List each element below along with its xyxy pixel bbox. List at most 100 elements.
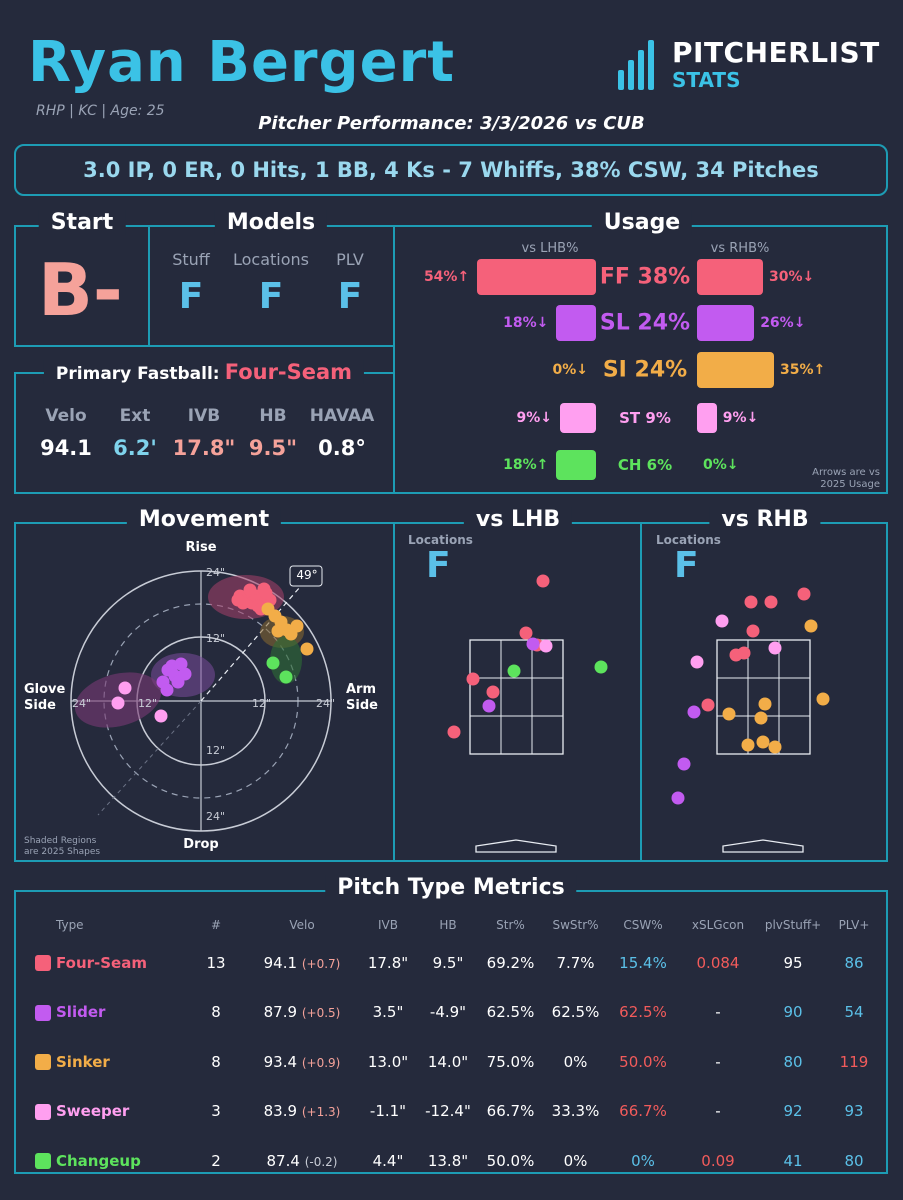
- movement-chart: [70, 565, 332, 832]
- ring-label-bottom-12: 12": [206, 744, 226, 757]
- swatch-cell: [30, 1037, 56, 1087]
- velo-delta: (+0.7): [301, 956, 341, 971]
- rhb-point: [677, 757, 691, 771]
- cell-type: Slider: [56, 1003, 106, 1022]
- cell-swstr: 0%: [563, 1052, 588, 1071]
- cell-count: 3: [211, 1102, 221, 1121]
- model-stuff-label: Stuff: [172, 250, 210, 269]
- lhb-point: [536, 574, 550, 588]
- header-plv: PLV+: [838, 918, 870, 932]
- cell-plvstuff: 80: [783, 1052, 803, 1071]
- cell-hb: 9.5": [432, 953, 464, 972]
- usage-rhb-label: vs RHB%: [710, 241, 770, 256]
- lhb-title: vs LHB: [463, 507, 573, 532]
- header-str: Str%: [496, 918, 525, 932]
- usage-rhb-pct-st: 9%↓: [722, 410, 759, 426]
- header-type: Type: [56, 918, 84, 932]
- primary-fastball-title: Primary Fastball: Four-Seam: [43, 360, 365, 384]
- cell-type: Sinker: [56, 1052, 110, 1071]
- cell-ivb: -1.1": [369, 1102, 407, 1121]
- cell-hb: -12.4": [425, 1102, 471, 1121]
- usage-bar-rhb-si: [697, 352, 774, 388]
- usage-lhb-label: vs LHB%: [521, 241, 579, 256]
- rise-label: Rise: [185, 540, 217, 555]
- model-locations-grade: F: [258, 276, 284, 317]
- fb-ivb-label: IVB: [187, 406, 221, 426]
- start-divider: [148, 225, 150, 347]
- ring-label-right-24: 24": [316, 697, 336, 710]
- logo-subtitle: STATS: [672, 68, 741, 92]
- start-title: Start: [38, 210, 126, 235]
- movement-point: [231, 593, 245, 607]
- fb-velo-label: Velo: [45, 406, 87, 426]
- cell-hb: 13.8": [427, 1151, 469, 1170]
- velo-value: 94.1: [263, 953, 298, 972]
- usage-lhb-pct-st: 9%↓: [516, 410, 553, 426]
- cell-plv: 86: [844, 953, 864, 972]
- pitcherlist-logo-icon: [618, 40, 662, 94]
- header-ivb: IVB: [378, 918, 398, 932]
- lhb-point: [447, 725, 461, 739]
- cell-swstr: 62.5%: [551, 1003, 600, 1022]
- header-csw: CSW%: [623, 918, 663, 932]
- rhb-point: [764, 595, 778, 609]
- home-plate: [722, 839, 804, 853]
- lhb-pitch-points: [447, 574, 608, 739]
- rhb-point: [701, 698, 715, 712]
- velo-value: 83.9: [263, 1102, 298, 1121]
- summary-banner: 3.0 IP, 0 ER, 0 Hits, 1 BB, 4 Ks - 7 Whi…: [14, 144, 888, 196]
- model-plv-grade: F: [337, 276, 363, 317]
- usage-center-st: ST 9%: [619, 409, 671, 427]
- primary-fastball-panel: [14, 372, 395, 494]
- cell-plv: 54: [844, 1003, 864, 1022]
- pitch-color-swatch: [35, 1004, 51, 1021]
- usage-rhb-pct-ff: 30%↓: [769, 269, 815, 285]
- cell-plvstuff: 95: [783, 953, 803, 972]
- movement-point: [118, 681, 132, 695]
- usage-lhb-pct-si: 0%↓: [552, 362, 589, 378]
- metrics-row-changeup: Changeup 2 87.4 (-0.2) 4.4" 13.8" 50.0% 0% 0% 0.…: [30, 1136, 880, 1186]
- rhb-point: [671, 791, 685, 805]
- usage-bar-rhb-ff: [697, 259, 763, 295]
- cell-plvstuff: 92: [783, 1102, 803, 1121]
- usage-rhb-pct-ch: 0%↓: [703, 457, 739, 473]
- movement-point: [271, 624, 285, 638]
- rhb-point: [715, 614, 729, 628]
- movement-point: [279, 670, 293, 684]
- rhb-point: [797, 587, 811, 601]
- rhb-locations-label: Locations: [656, 533, 721, 547]
- cell-str: 50.0%: [486, 1151, 535, 1170]
- usage-center-si: SI 24%: [602, 357, 688, 383]
- arm-angle-line: [200, 586, 301, 702]
- movement-point: [174, 657, 188, 671]
- cell-swstr: 7.7%: [556, 953, 595, 972]
- cell-csw: 62.5%: [619, 1003, 667, 1022]
- lhb-point: [519, 626, 533, 640]
- cell-type: Four-Seam: [56, 953, 147, 972]
- header-plvstuff: plvStuff+: [764, 918, 822, 932]
- velo-value: 87.4: [266, 1151, 300, 1170]
- fb-ext-value: 6.2': [113, 436, 157, 460]
- fb-velo-value: 94.1: [40, 436, 92, 460]
- model-plv-label: PLV: [336, 250, 364, 269]
- header-hb: HB: [439, 918, 457, 932]
- rhb-point: [768, 641, 782, 655]
- swatch-cell: [30, 938, 56, 988]
- movement-note-line2: are 2025 Shapes: [24, 847, 101, 857]
- fb-ivb-value: 17.8": [172, 436, 236, 460]
- models-title: Models: [214, 210, 328, 235]
- usage-note: Arrows are vs 2025 Usage: [800, 467, 880, 491]
- cell-velo: 93.4 (+0.9): [246, 1037, 358, 1087]
- usage-lhb-pct-ch: 18%↑: [503, 457, 549, 473]
- cell-ivb: 3.5": [372, 1003, 404, 1022]
- cell-swstr: 0%: [563, 1151, 588, 1170]
- pitcher-name: Ryan Bergert: [28, 30, 455, 95]
- metrics-row-four-seam: Four-Seam 13 94.1 (+0.7) 17.8" 9.5" 69.2% 7.7%…: [30, 938, 880, 988]
- cell-swstr: 33.3%: [551, 1102, 600, 1121]
- cell-type: Sweeper: [56, 1102, 130, 1121]
- cell-hb: 14.0": [427, 1052, 469, 1071]
- fb-hb-value: 9.5": [248, 436, 298, 460]
- lhb-point: [539, 639, 553, 653]
- model-stuff-grade: F: [178, 276, 204, 317]
- rhb-point: [729, 648, 743, 662]
